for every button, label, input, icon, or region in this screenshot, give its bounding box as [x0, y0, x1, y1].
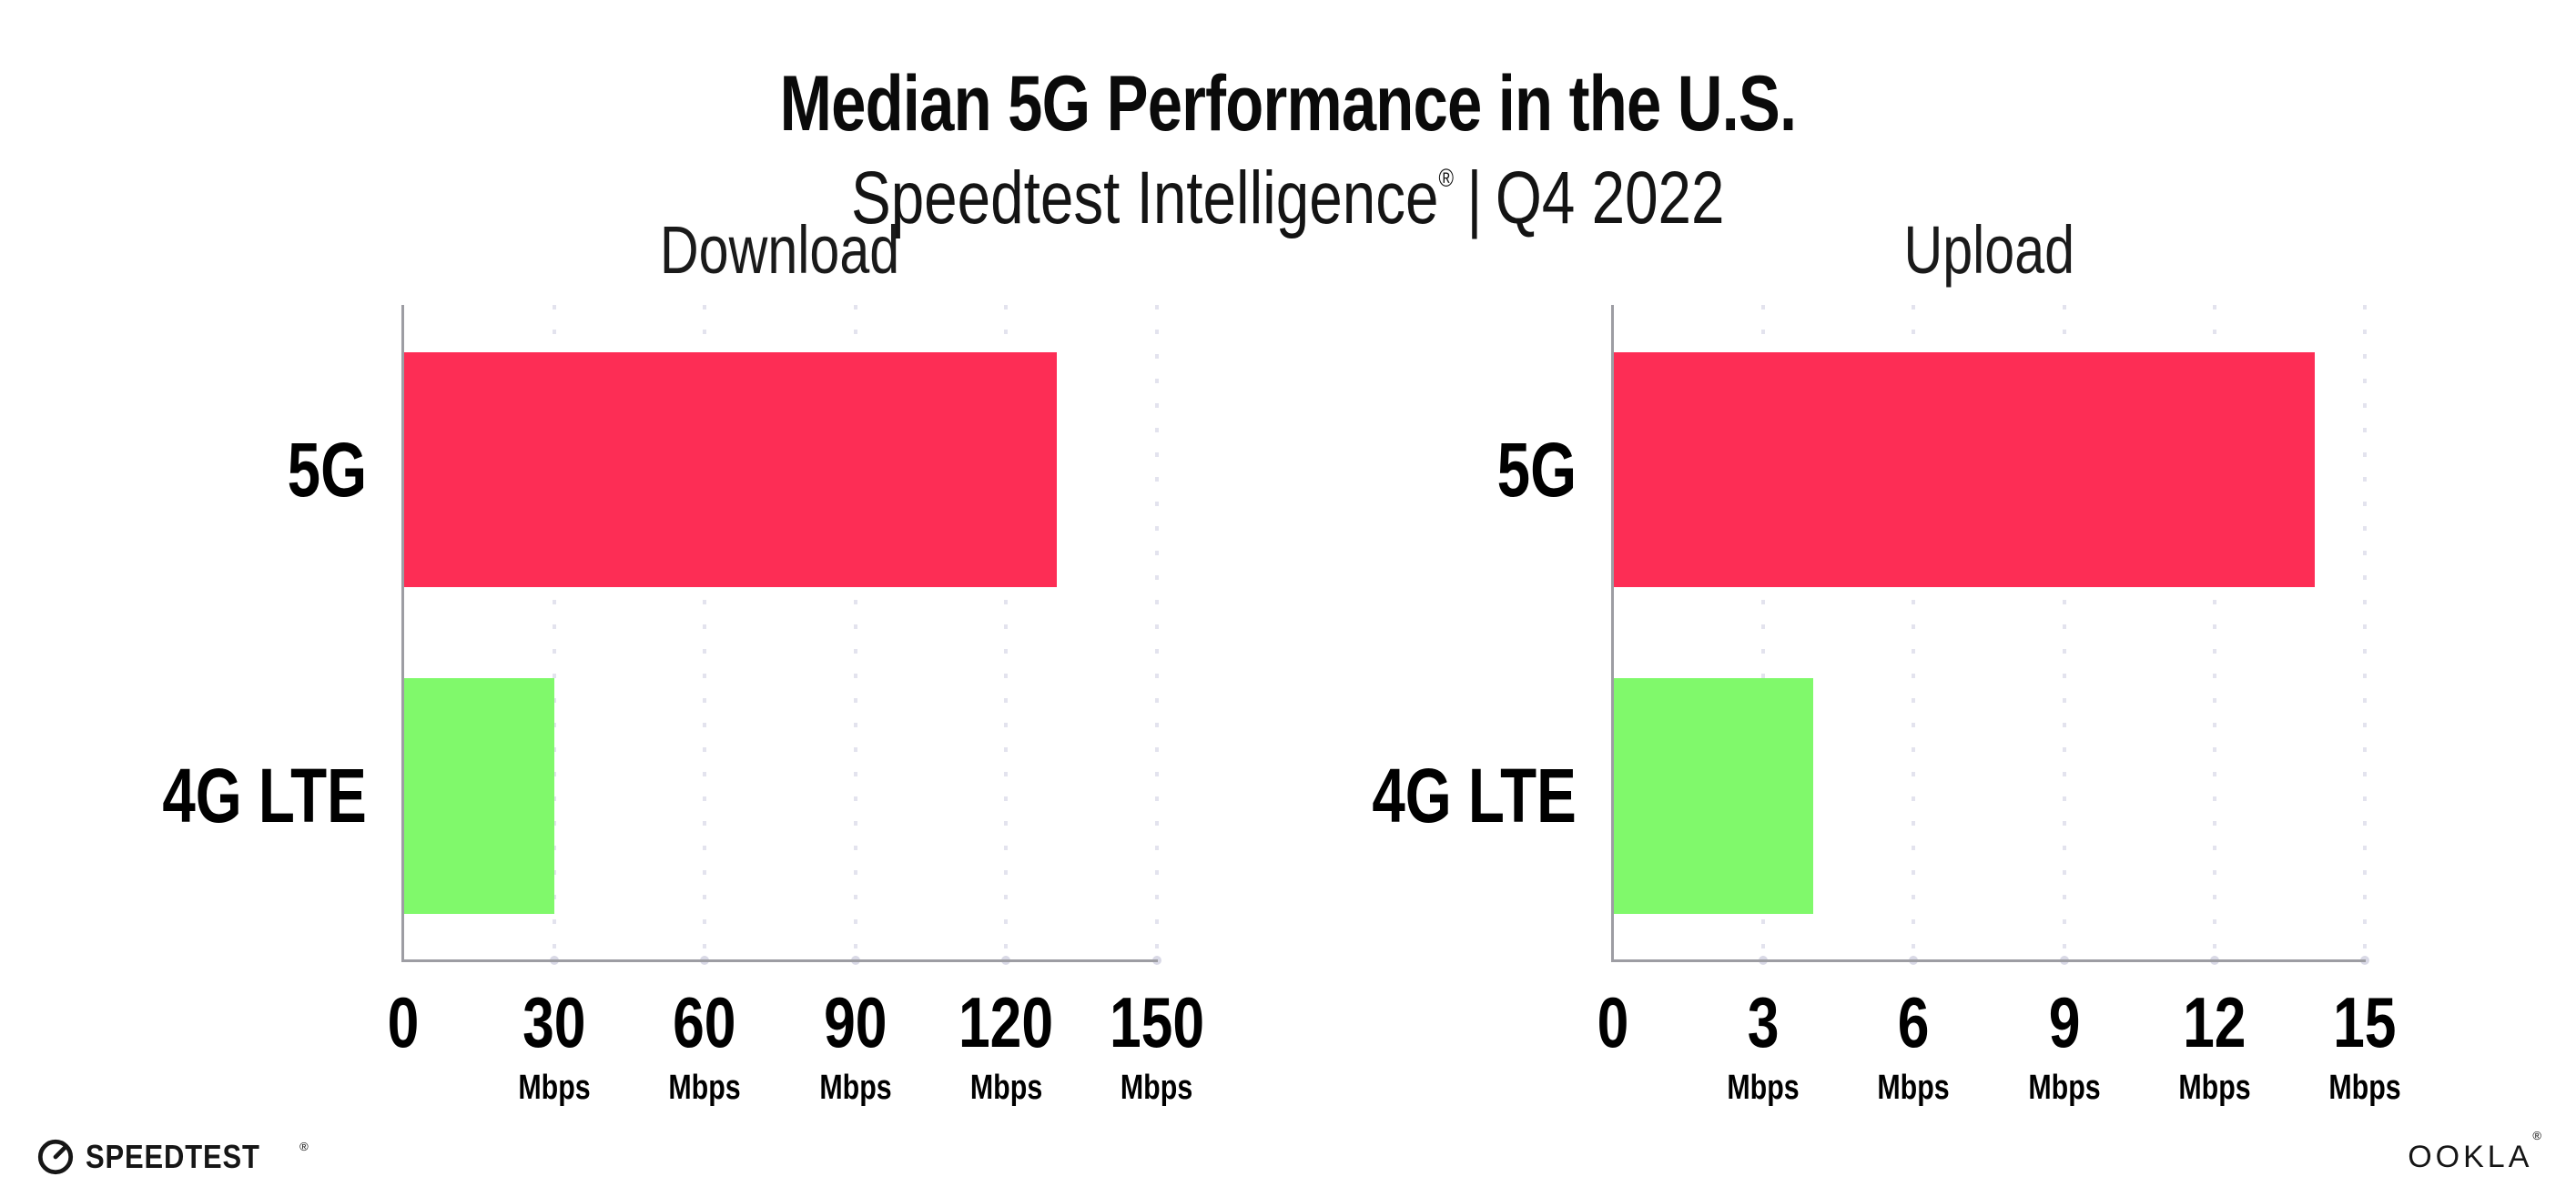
tick-number-text: 12: [2183, 982, 2246, 1062]
tick-number: 9: [2019, 986, 2109, 1059]
tick-unit: Mbps: [509, 1070, 599, 1106]
tick-0: 0: [1593, 986, 1632, 1059]
category-label-5g-text: 5G: [287, 427, 367, 512]
tick-150: 150 Mbps: [1098, 986, 1216, 1106]
category-label-5g: 5G: [76, 431, 367, 508]
tick-number-text: 15: [2333, 982, 2397, 1062]
tick-3: 3 Mbps: [1719, 986, 1809, 1106]
tick-number-text: 60: [673, 982, 736, 1062]
download-chart-title: Download: [385, 217, 1175, 284]
ookla-registered-icon: ®: [2532, 1129, 2541, 1142]
upload-chart-title: Upload: [1595, 217, 2383, 284]
y-axis-line: [401, 305, 404, 961]
tick-number: 60: [660, 986, 750, 1059]
tick-9: 9 Mbps: [2019, 986, 2109, 1106]
page-title-text: Median 5G Performance in the U.S.: [779, 59, 1798, 147]
gridline: [2360, 305, 2369, 965]
category-label-4g-lte-text: 4G LTE: [1372, 753, 1577, 838]
tick-number-text: 0: [1597, 982, 1629, 1062]
y-axis-line: [1611, 305, 1614, 961]
tick-unit: Mbps: [660, 1070, 750, 1106]
subtitle-separator: |: [1466, 157, 1483, 240]
page-subtitle: Speedtest Intelligence® | Q4 2022: [0, 157, 2576, 257]
registered-mark-icon: ®: [1438, 164, 1455, 193]
ookla-wordmark: OOKLA: [2408, 1140, 2533, 1174]
upload-chart-title-text: Upload: [1903, 212, 2074, 288]
tick-120: 120 Mbps: [947, 986, 1065, 1106]
page-title: Median 5G Performance in the U.S.: [0, 60, 2576, 147]
speedtest-registered-icon: ®: [299, 1139, 309, 1153]
category-label-5g: 5G: [1285, 431, 1577, 508]
download-chart: Download 5G 4G LTE 0 30 Mbps 60 Mbps 90 Mbp…: [163, 217, 1205, 1107]
upload-chart: Upload 5G 4G LTE 0 3 Mbps 6 Mbps 9 Mbps 12 M…: [1373, 217, 2401, 1107]
subtitle-period: Q4 2022: [1496, 157, 1725, 240]
speedtest-gauge-icon: [37, 1139, 74, 1175]
speedtest-wordmark: SPEEDTEST: [86, 1138, 289, 1176]
tick-unit-text: Mbps: [2027, 1069, 2101, 1107]
category-label-5g-text: 5G: [1496, 427, 1577, 512]
tick-unit-text: Mbps: [969, 1069, 1043, 1107]
gridline: [1152, 305, 1161, 965]
tick-unit-text: Mbps: [2178, 1069, 2251, 1107]
bar-4g-lte-download: [403, 678, 554, 914]
category-label-4g-lte: 4G LTE: [76, 757, 367, 834]
tick-unit-text: Mbps: [1877, 1069, 1951, 1107]
tick-unit: Mbps: [2019, 1070, 2109, 1106]
tick-number: 3: [1719, 986, 1809, 1059]
page-subtitle-text: Speedtest Intelligence® | Q4 2022: [851, 157, 1725, 257]
tick-number-text: 0: [387, 982, 420, 1062]
bar-4g-lte-upload: [1613, 678, 1814, 914]
tick-number: 15: [2319, 986, 2409, 1059]
tick-30: 30 Mbps: [509, 986, 599, 1106]
tick-number-text: 120: [958, 982, 1054, 1062]
tick-number-text: 3: [1747, 982, 1780, 1062]
subtitle-brand: Speedtest Intelligence: [851, 157, 1439, 240]
tick-unit: Mbps: [2319, 1070, 2409, 1106]
tick-unit: Mbps: [1869, 1070, 1959, 1106]
x-axis-line: [1611, 959, 2366, 962]
tick-number-text: 9: [2048, 982, 2080, 1062]
tick-number: 0: [1593, 986, 1632, 1059]
tick-number: 90: [810, 986, 900, 1059]
tick-unit-text: Mbps: [1727, 1069, 1800, 1107]
tick-number: 30: [509, 986, 599, 1059]
tick-unit: Mbps: [947, 1070, 1065, 1106]
category-label-4g-lte-text: 4G LTE: [162, 753, 367, 838]
tick-number: 6: [1869, 986, 1959, 1059]
tick-12: 12 Mbps: [2169, 986, 2259, 1106]
tick-60: 60 Mbps: [660, 986, 750, 1106]
tick-number-text: 150: [1109, 982, 1205, 1062]
tick-unit-text: Mbps: [1121, 1069, 1193, 1107]
ookla-logo: OOKLA ®: [2408, 1129, 2541, 1174]
tick-number-text: 30: [522, 982, 586, 1062]
bar-5g-upload: [1613, 352, 2315, 587]
x-axis-line: [401, 959, 1158, 962]
tick-number-text: 6: [1898, 982, 1930, 1062]
tick-unit: Mbps: [2169, 1070, 2259, 1106]
tick-number: 0: [383, 986, 422, 1059]
tick-number-text: 90: [824, 982, 887, 1062]
tick-6: 6 Mbps: [1869, 986, 1959, 1106]
x-axis-ticks: 0 3 Mbps 6 Mbps 9 Mbps 12 Mbps 15 Mbps: [1597, 986, 2401, 1131]
tick-90: 90 Mbps: [810, 986, 900, 1106]
tick-unit-text: Mbps: [2328, 1069, 2401, 1107]
tick-number: 150: [1098, 986, 1216, 1059]
tick-unit: Mbps: [810, 1070, 900, 1106]
download-chart-title-text: Download: [660, 212, 900, 288]
tick-number: 120: [947, 986, 1065, 1059]
speedtest-wordmark-text: SPEEDTEST: [86, 1138, 260, 1175]
tick-unit: Mbps: [1719, 1070, 1809, 1106]
bar-5g-download: [403, 352, 1057, 587]
tick-unit-text: Mbps: [668, 1069, 741, 1107]
speedtest-logo: SPEEDTEST ®: [36, 1138, 309, 1176]
tick-number: 12: [2169, 986, 2259, 1059]
tick-0: 0: [383, 986, 422, 1059]
tick-unit: Mbps: [1098, 1070, 1216, 1106]
tick-unit-text: Mbps: [819, 1069, 892, 1107]
category-label-4g-lte: 4G LTE: [1285, 757, 1577, 834]
tick-unit-text: Mbps: [517, 1069, 591, 1107]
x-axis-ticks: 0 30 Mbps 60 Mbps 90 Mbps 120 Mbps 150 Mbps: [388, 986, 1204, 1131]
tick-15: 15 Mbps: [2319, 986, 2409, 1106]
